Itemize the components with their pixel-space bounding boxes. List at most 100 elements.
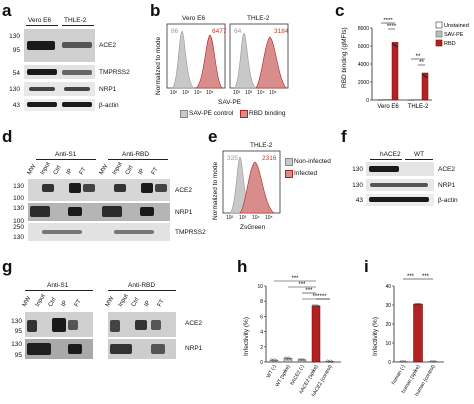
- histogram-plot-e: [222, 150, 281, 214]
- legend-swatch-noninfected: [285, 158, 293, 166]
- mw-marker: 100: [13, 195, 24, 202]
- band: [68, 320, 78, 330]
- band: [155, 184, 167, 192]
- group-label: Anti-S1: [55, 151, 77, 158]
- value-label-control: 86: [171, 28, 179, 35]
- mw-marker: 130: [352, 182, 363, 189]
- x-tick-label: WT (-): [265, 364, 277, 379]
- legend-label-rbd: RBD binding: [249, 110, 286, 117]
- band: [62, 42, 92, 48]
- data-point: [414, 302, 418, 306]
- y-tick-label: 0: [260, 360, 263, 366]
- histogram-title: THLE-2: [247, 15, 270, 22]
- lane-label: IP: [137, 168, 146, 176]
- protein-label: NRP1: [438, 182, 456, 189]
- data-point: [271, 359, 275, 362]
- band: [151, 320, 161, 330]
- band: [62, 70, 92, 75]
- histogram-infected: [239, 161, 275, 214]
- data-point: [418, 302, 422, 306]
- protein-label: NRP1: [185, 345, 203, 352]
- blot-nrp1: [366, 179, 434, 191]
- legend-label-infected: Infected: [294, 170, 318, 177]
- mw-marker: 43: [355, 197, 363, 204]
- data-point: [288, 357, 292, 360]
- y-tick-label: 4000: [358, 62, 369, 68]
- sig-label: ***: [319, 294, 327, 300]
- legend-label: SAV-PE: [444, 32, 464, 38]
- panel-label-e: e: [208, 127, 218, 146]
- group-label-thle: THLE-2: [64, 17, 87, 24]
- lane-label: IP: [143, 300, 152, 308]
- sig-label: **: [419, 60, 424, 66]
- lane-label: FT: [150, 166, 160, 176]
- protein-label: NRP1: [175, 209, 193, 216]
- mw-marker: 130: [11, 318, 22, 325]
- legend-label: Unstained: [444, 23, 469, 29]
- lane-label: Input: [39, 161, 52, 176]
- tick-label: 10⁴: [194, 90, 202, 96]
- protein-label: ACE2: [175, 187, 192, 194]
- blot-tmprss2: [24, 65, 95, 79]
- group-label: Anti-S1: [47, 282, 69, 289]
- bar: [428, 361, 438, 363]
- data-point: [392, 43, 395, 46]
- blot-ace2: [28, 179, 170, 201]
- protein-label: ACE2: [99, 42, 116, 49]
- band: [110, 344, 132, 354]
- band: [29, 87, 55, 91]
- group-label-vero: Vero E6: [28, 17, 52, 24]
- sig-label: ***: [422, 274, 430, 280]
- lane-label: Input: [117, 293, 130, 308]
- mw-marker: 130: [11, 341, 22, 348]
- data-point: [299, 359, 303, 362]
- group-label: Anti-RBD: [128, 282, 156, 289]
- group-line: [36, 159, 96, 160]
- bar: [421, 72, 429, 101]
- y-tick-label: 6000: [358, 44, 369, 50]
- band: [42, 184, 54, 192]
- mw-marker: 43: [12, 102, 20, 109]
- blot-nrp1-rbd: [108, 339, 176, 359]
- tick-label: 10⁴: [257, 90, 265, 96]
- data-point: [284, 356, 287, 359]
- mw-marker: 95: [14, 328, 22, 335]
- band: [27, 41, 55, 50]
- mw-marker: 130: [9, 33, 20, 40]
- sig-label: **: [416, 54, 421, 60]
- lane-label: Ctrl: [52, 164, 63, 176]
- band: [52, 318, 66, 332]
- mw-marker: 130: [13, 234, 24, 241]
- y-tick-label: 40: [385, 284, 391, 290]
- data-point: [287, 356, 290, 359]
- bar: [398, 361, 408, 363]
- tick-label: 10⁵: [206, 90, 214, 96]
- lane-label: IP: [60, 300, 69, 308]
- band: [27, 102, 57, 107]
- band: [114, 230, 154, 234]
- band: [68, 207, 82, 216]
- histogram-title: THLE-2: [250, 142, 273, 149]
- histogram-control: [233, 32, 257, 89]
- mw-marker: 130: [352, 166, 363, 173]
- lane-label: IP: [65, 168, 74, 176]
- band: [68, 344, 82, 354]
- band: [27, 320, 37, 332]
- value-label-control: 64: [234, 28, 242, 35]
- mw-marker: 130: [9, 86, 20, 93]
- mw-marker: 250: [13, 224, 24, 231]
- histogram-plots: [166, 23, 289, 89]
- lane-label: MW: [104, 295, 116, 308]
- legend-swatch-infected: [285, 170, 293, 178]
- sig-label: ****: [383, 18, 393, 24]
- legend-label: RBD: [444, 41, 456, 47]
- band: [102, 206, 122, 217]
- protein-label: NRP1: [99, 86, 117, 93]
- band: [110, 320, 120, 332]
- sig-label: ***: [298, 282, 306, 288]
- x-tick-label: Vero E6: [377, 104, 399, 110]
- protein-label: β-actin: [99, 102, 119, 109]
- y-tick-label: 10: [385, 341, 391, 347]
